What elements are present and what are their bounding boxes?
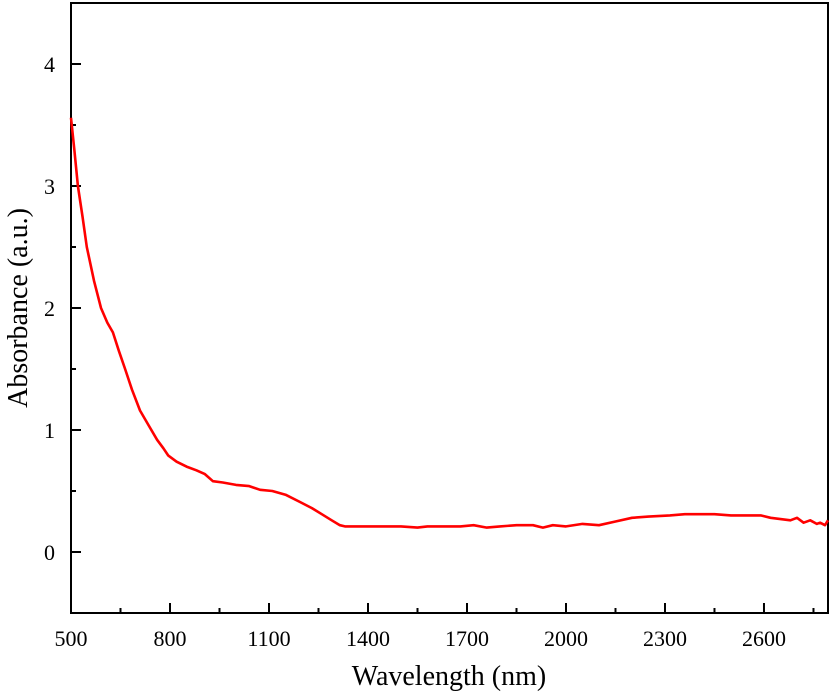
x-tick-label: 2000 (544, 626, 588, 651)
y-tick-label: 0 (44, 540, 55, 565)
y-axis-title: Absorbance (a.u.) (3, 208, 34, 408)
x-axis-ticks (70, 603, 815, 613)
y-tick-label: 3 (44, 174, 55, 199)
x-tick-label: 500 (55, 626, 88, 651)
x-axis-tick-labels: 500 800 1100 1400 1700 2000 2300 2600 (55, 626, 786, 651)
y-axis-tick-labels: 0 1 2 3 4 (44, 52, 55, 565)
y-axis-ticks (71, 63, 81, 614)
y-tick-label: 1 (44, 418, 55, 443)
x-tick-label: 1100 (247, 626, 290, 651)
x-tick-label: 2600 (742, 626, 786, 651)
y-tick-label: 4 (44, 52, 55, 77)
x-tick-label: 800 (153, 626, 186, 651)
x-axis-title: Wavelength (nm) (352, 661, 546, 692)
plot-border (70, 2, 829, 614)
plot-area (70, 2, 829, 614)
x-tick-label: 1700 (445, 626, 489, 651)
x-tick-label: 1400 (346, 626, 390, 651)
absorbance-series-line (69, 117, 830, 529)
x-tick-label: 2300 (643, 626, 687, 651)
y-tick-label: 2 (44, 296, 55, 321)
